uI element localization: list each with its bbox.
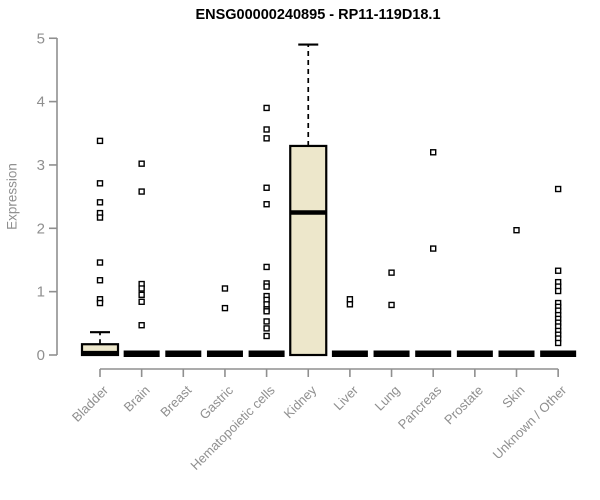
flat-box-lung xyxy=(373,350,410,357)
outlier-point xyxy=(263,318,270,325)
outlier-point xyxy=(221,304,229,312)
x-tick-label: Kidney xyxy=(281,382,320,421)
outlier-point xyxy=(263,126,270,133)
outlier-point xyxy=(263,201,270,208)
outlier-point xyxy=(138,188,145,195)
outlier-point xyxy=(263,325,270,332)
outlier-point xyxy=(96,277,104,284)
outlier-point xyxy=(138,160,145,167)
outlier-point xyxy=(263,135,270,142)
y-tick-label: 0 xyxy=(37,347,45,364)
y-tick-label: 2 xyxy=(37,220,45,237)
outlier-point xyxy=(138,291,145,299)
x-tick-label: Liver xyxy=(330,382,361,413)
outlier-point xyxy=(96,137,104,145)
outlier-point xyxy=(221,285,229,292)
x-tick-label: Breast xyxy=(157,382,194,419)
y-axis-title: Expression xyxy=(4,163,20,230)
chart-title: ENSG00000240895 - RP11-119D18.1 xyxy=(195,7,441,23)
flat-box-gastric xyxy=(206,350,243,357)
outlier-point xyxy=(388,301,395,309)
outlier-point xyxy=(263,332,270,340)
outlier-point xyxy=(263,301,270,308)
outlier-point xyxy=(263,308,270,315)
flat-box-liver xyxy=(331,350,368,357)
x-tick-label: Unknown / Other xyxy=(490,382,570,462)
flat-box-breast xyxy=(165,350,202,357)
outlier-point xyxy=(388,269,395,276)
x-tick-label: Skin xyxy=(499,383,527,411)
outlier-point xyxy=(430,149,437,156)
y-tick-label: 4 xyxy=(37,94,45,111)
x-tick-label: Pancreas xyxy=(395,382,445,432)
outlier-point xyxy=(346,301,354,308)
flat-box-brain xyxy=(123,350,160,357)
x-tick-label: Gastric xyxy=(196,382,236,422)
outlier-point xyxy=(263,184,270,191)
outlier-point xyxy=(96,299,104,307)
x-tick-label: Brain xyxy=(121,383,153,415)
y-tick-label: 1 xyxy=(37,284,45,301)
outlier-point xyxy=(263,263,270,271)
flat-box-unknown-other xyxy=(540,350,577,357)
y-tick-label: 5 xyxy=(37,30,45,47)
outlier-point xyxy=(138,322,145,329)
y-tick-label: 3 xyxy=(37,157,45,174)
outlier-point xyxy=(513,227,520,234)
x-tick-label: Bladder xyxy=(69,382,112,425)
outlier-point xyxy=(554,287,562,295)
outlier-point xyxy=(430,245,437,252)
flat-box-pancreas xyxy=(415,350,452,357)
outlier-point xyxy=(96,180,104,187)
outlier-point xyxy=(263,283,270,290)
outlier-point xyxy=(138,298,145,305)
box-kidney xyxy=(289,144,328,357)
outlier-point xyxy=(138,285,145,292)
outlier-point xyxy=(554,267,562,274)
x-tick-label: Lung xyxy=(372,383,403,414)
x-tick-label: Prostate xyxy=(441,383,486,428)
outlier-point xyxy=(346,296,354,303)
flat-box-prostate xyxy=(456,350,493,357)
flat-box-hematopoietic-cells xyxy=(248,350,285,357)
flat-box-skin xyxy=(498,350,535,357)
outlier-point xyxy=(554,339,562,347)
outlier-point xyxy=(96,259,104,266)
outlier-point xyxy=(263,104,270,112)
outlier-point xyxy=(96,214,104,221)
outlier-point xyxy=(554,185,562,193)
outlier-point xyxy=(96,199,104,206)
